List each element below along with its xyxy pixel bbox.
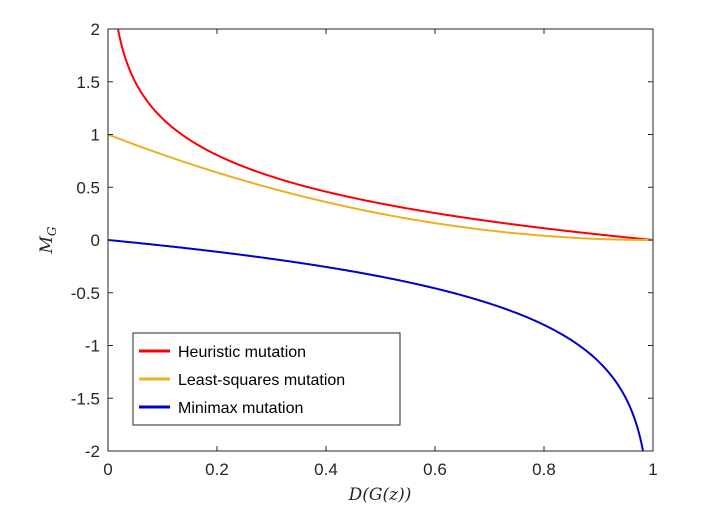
series-line-minimax-mutation: [107, 239, 645, 452]
legend-label: Minimax mutation: [178, 400, 303, 417]
x-tick-label: 0.2: [205, 460, 229, 479]
series-layer: [107, 28, 654, 452]
y-axis-label-main: M: [37, 236, 57, 255]
svg-text:MG: MG: [37, 226, 59, 254]
x-tick-label: 1: [648, 460, 657, 479]
y-tick-label: 1: [91, 126, 100, 145]
y-tick-label: 2: [91, 20, 100, 39]
x-tick-label: 0.4: [314, 460, 338, 479]
y-tick-label: -0.5: [71, 284, 100, 303]
y-axis-label: MG: [37, 226, 59, 254]
y-tick-label: -1.5: [71, 389, 100, 408]
legend-label: Heuristic mutation: [178, 344, 306, 361]
legend: Heuristic mutation Least-squares mutation…: [132, 332, 401, 426]
series-line-heuristic-mutation: [116, 28, 654, 241]
legend-box: [132, 332, 401, 426]
series-line-least-squares-mutation: [107, 133, 653, 241]
x-tick-label: 0: [103, 460, 112, 479]
legend-label: Least-squares mutation: [178, 372, 345, 389]
y-axis-label-sub: G: [45, 226, 59, 236]
y-tick-label: 0.5: [76, 178, 100, 197]
y-tick-label: 1.5: [76, 73, 100, 92]
y-tick-label: -1: [85, 337, 100, 356]
y-tick-label: -2: [85, 442, 100, 461]
x-tick-label: 0.6: [423, 460, 447, 479]
y-tick-label: 0: [91, 231, 100, 250]
x-axis-label: D(G(z)): [348, 485, 412, 505]
ticks-layer: 0 0.2 0.4 0.6 0.8 1 2 1.5 1 0.5 0 -0.5 -1 -1.5 -2: [71, 20, 658, 479]
x-tick-label: 0.8: [532, 460, 556, 479]
